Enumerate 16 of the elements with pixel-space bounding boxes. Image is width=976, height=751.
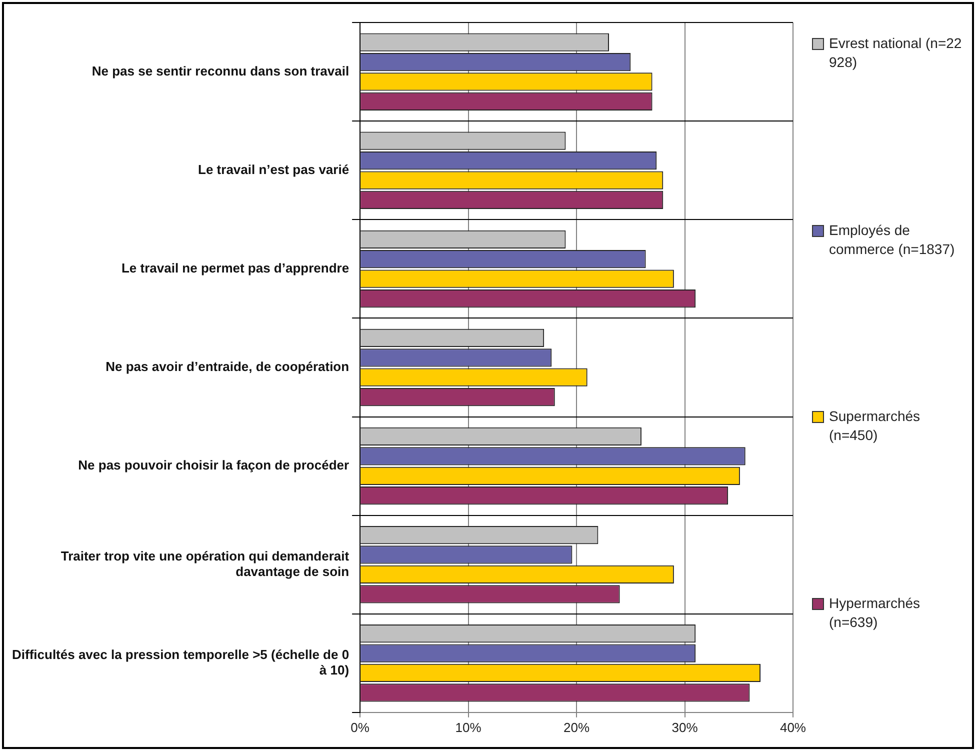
legend-label: Supermarchés (n=450): [829, 407, 922, 446]
legend-label: Employés de commerce (n=1837): [829, 220, 956, 259]
x-tick-label: 0%: [350, 720, 370, 735]
y-tick-label: Le travail ne permet pas d’apprendre: [121, 260, 350, 276]
legend-label: Evrest national (n=22 928): [829, 34, 963, 72]
y-tick-label: Ne pas pouvoir choisir la façon de procéder: [78, 458, 350, 473]
x-tick-label: 40%: [780, 720, 806, 735]
y-tick-label: Ne pas se sentir reconnu dans son travail: [92, 63, 350, 78]
y-tick-label: Ne pas avoir d’entraide, de coopération: [106, 359, 350, 374]
y-tick-label: Difficultés avec la pression temporelle >5 (échelle de 0 à 10): [12, 646, 350, 678]
x-tick-label: 10%: [455, 720, 482, 735]
y-tick-label: Le travail n’est pas varié: [198, 162, 350, 177]
y-tick-label: Traiter trop vite une opération qui demanderait davantage de soin: [60, 548, 350, 579]
x-tick-label: 30%: [672, 720, 698, 735]
legend-label: Hypermarchés (n=639): [829, 594, 922, 632]
x-tick-label: 20%: [564, 720, 590, 735]
